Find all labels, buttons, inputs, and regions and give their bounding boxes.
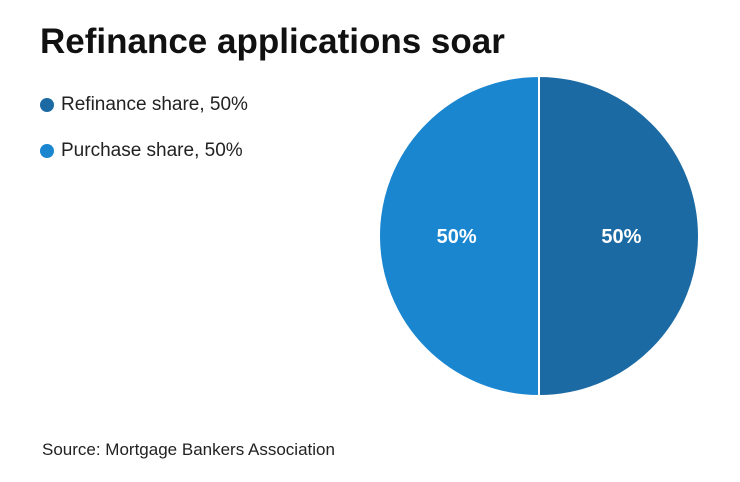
legend-swatch-purchase (40, 144, 54, 158)
legend: Refinance share, 50% Purchase share, 50% (40, 94, 248, 186)
pie-slice-refinance-share (538, 74, 700, 398)
slice-data-label: 50% (601, 226, 641, 248)
legend-swatch-refinance (40, 98, 54, 112)
legend-item-purchase: Purchase share, 50% (40, 140, 248, 162)
legend-label: Refinance share, 50% (61, 94, 248, 115)
legend-label: Purchase share, 50% (61, 140, 243, 161)
slice-data-label: 50% (437, 226, 477, 248)
pie-slice-purchase-share (378, 74, 540, 398)
chart-title: Refinance applications soar (40, 22, 505, 61)
legend-item-refinance: Refinance share, 50% (40, 94, 248, 116)
source-note: Source: Mortgage Bankers Association (42, 440, 335, 459)
